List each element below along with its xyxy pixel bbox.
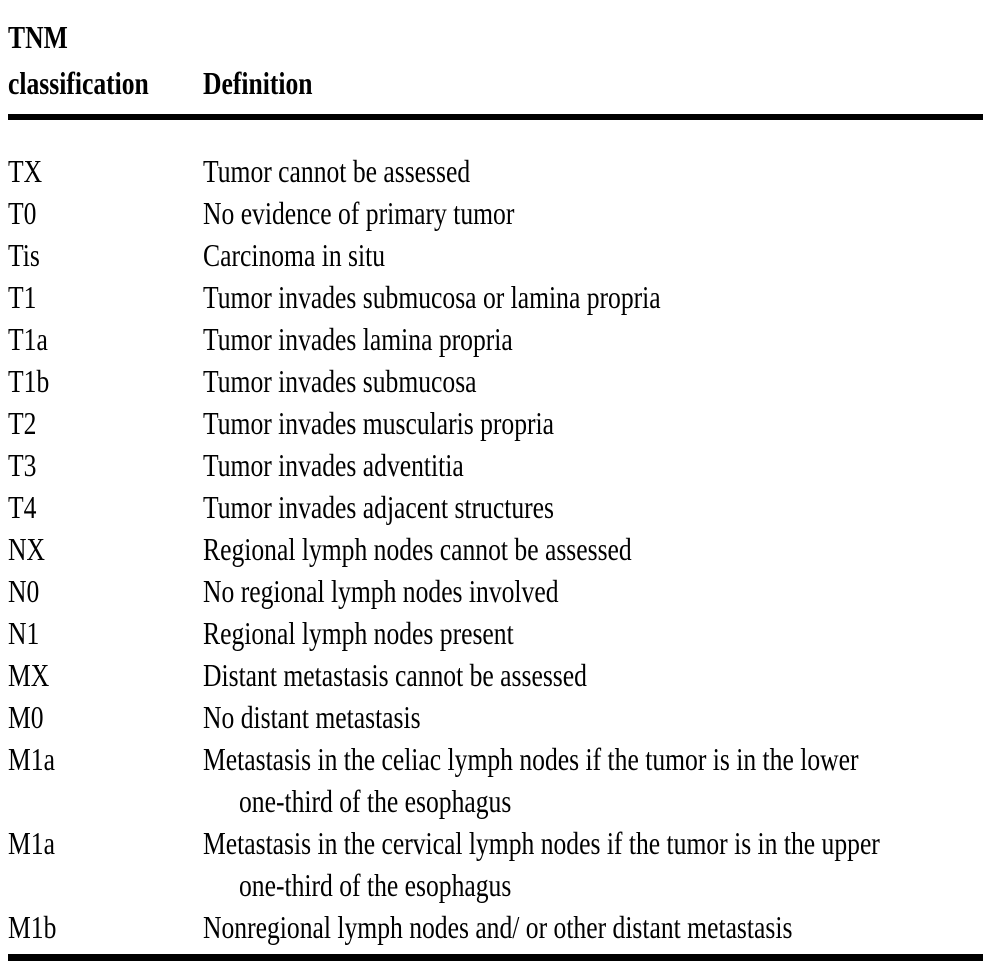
definition-text: Carcinoma in situ xyxy=(203,237,386,273)
tnm-code: T1a xyxy=(8,321,48,357)
tnm-code-cell: N1 xyxy=(8,612,203,654)
definition-cell: Metastasis in the cervical lymph nodes i… xyxy=(203,822,987,906)
definition-text: Metastasis in the cervical lymph nodes i… xyxy=(203,825,880,861)
column-header-line: classification xyxy=(8,65,149,101)
tnm-code-cell: M1b xyxy=(8,906,203,948)
tnm-code: Tis xyxy=(8,237,40,273)
table-row: Tis Carcinoma in situ xyxy=(8,234,983,276)
tnm-code-cell: TX xyxy=(8,150,203,192)
tnm-code: T4 xyxy=(8,489,37,525)
table-row: M1a Metastasis in the celiac lymph nodes… xyxy=(8,738,983,822)
table-row: T1 Tumor invades submucosa or lamina pro… xyxy=(8,276,983,318)
tnm-code: M0 xyxy=(8,699,44,735)
definition-cell: No regional lymph nodes involved xyxy=(203,570,983,612)
definition-text-continuation: one-third of the esophagus xyxy=(239,783,512,819)
definition-cell: Distant metastasis cannot be assessed xyxy=(203,654,983,696)
definition-cell: Regional lymph nodes present xyxy=(203,612,983,654)
definition-cell: No evidence of primary tumor xyxy=(203,192,983,234)
definition-text: Metastasis in the celiac lymph nodes if … xyxy=(203,741,859,777)
tnm-code: N0 xyxy=(8,573,40,609)
tnm-code-cell: T3 xyxy=(8,444,203,486)
definition-cell: Tumor invades submucosa xyxy=(203,360,983,402)
table-bottom-rule xyxy=(8,954,983,961)
tnm-code: T0 xyxy=(8,195,37,231)
tnm-code: TX xyxy=(8,153,43,189)
definition-cell: Tumor invades muscularis propria xyxy=(203,402,983,444)
tnm-code-cell: T1b xyxy=(8,360,203,402)
definition-cell: Tumor invades lamina propria xyxy=(203,318,983,360)
tnm-code: T2 xyxy=(8,405,37,441)
table-row: T3 Tumor invades adventitia xyxy=(8,444,983,486)
table-header-row: TNM classification Definition xyxy=(8,14,983,120)
definition-cell: No distant metastasis xyxy=(203,696,983,738)
table-row: M1a Metastasis in the cervical lymph nod… xyxy=(8,822,983,906)
tnm-code: NX xyxy=(8,531,45,567)
tnm-code: M1a xyxy=(8,741,55,777)
table-row: NX Regional lymph nodes cannot be assess… xyxy=(8,528,983,570)
tnm-code-cell: M1a xyxy=(8,738,203,822)
definition-text: Tumor invades muscularis propria xyxy=(203,405,555,441)
definition-text: No distant metastasis xyxy=(203,699,421,735)
definition-text: Tumor cannot be assessed xyxy=(203,153,471,189)
tnm-code: MX xyxy=(8,657,50,693)
tnm-code: N1 xyxy=(8,615,40,651)
tnm-code-cell: T4 xyxy=(8,486,203,528)
tnm-code-cell: Tis xyxy=(8,234,203,276)
definition-text: Tumor invades submucosa or lamina propri… xyxy=(203,279,661,315)
definition-text: Regional lymph nodes cannot be assessed xyxy=(203,531,632,567)
definition-cell: Nonregional lymph nodes and/ or other di… xyxy=(203,906,983,948)
definition-text: Regional lymph nodes present xyxy=(203,615,514,651)
definition-cell: Metastasis in the celiac lymph nodes if … xyxy=(203,738,987,822)
tnm-code-cell: M1a xyxy=(8,822,203,906)
table-row: M1b Nonregional lymph nodes and/ or othe… xyxy=(8,906,983,948)
table-row: T1a Tumor invades lamina propria xyxy=(8,318,983,360)
table-body: TX Tumor cannot be assessed T0 No eviden… xyxy=(8,120,983,948)
tnm-code: T1 xyxy=(8,279,37,315)
definition-text: Distant metastasis cannot be assessed xyxy=(203,657,587,693)
tnm-code-cell: NX xyxy=(8,528,203,570)
definition-text-continuation: one-third of the esophagus xyxy=(239,867,512,903)
table-row: M0 No distant metastasis xyxy=(8,696,983,738)
definition-text: Tumor invades adventitia xyxy=(203,447,464,483)
table-row: T4 Tumor invades adjacent structures xyxy=(8,486,983,528)
definition-cell: Regional lymph nodes cannot be assessed xyxy=(203,528,983,570)
table-row: T2 Tumor invades muscularis propria xyxy=(8,402,983,444)
definition-text: Tumor invades lamina propria xyxy=(203,321,513,357)
tnm-code: T1b xyxy=(8,363,50,399)
table-row: T0 No evidence of primary tumor xyxy=(8,192,983,234)
definition-cell: Tumor cannot be assessed xyxy=(203,150,983,192)
tnm-code-cell: T0 xyxy=(8,192,203,234)
column-header-tnm-classification: TNM classification xyxy=(8,14,203,106)
definition-text: No evidence of primary tumor xyxy=(203,195,515,231)
tnm-code-cell: T2 xyxy=(8,402,203,444)
tnm-code-cell: N0 xyxy=(8,570,203,612)
tnm-code: T3 xyxy=(8,447,37,483)
tnm-code-cell: M0 xyxy=(8,696,203,738)
definition-text: Tumor invades submucosa xyxy=(203,363,477,399)
column-header-line: TNM xyxy=(8,19,68,55)
column-header-line: Definition xyxy=(203,65,313,101)
definition-cell: Tumor invades adjacent structures xyxy=(203,486,983,528)
tnm-code: M1a xyxy=(8,825,55,861)
table-row: TX Tumor cannot be assessed xyxy=(8,150,983,192)
table-row: N0 No regional lymph nodes involved xyxy=(8,570,983,612)
definition-text: No regional lymph nodes involved xyxy=(203,573,559,609)
column-header-definition: Definition xyxy=(203,60,983,106)
definition-cell: Tumor invades adventitia xyxy=(203,444,983,486)
tnm-code: M1b xyxy=(8,909,57,945)
table-row: MX Distant metastasis cannot be assessed xyxy=(8,654,983,696)
table-row: N1 Regional lymph nodes present xyxy=(8,612,983,654)
definition-cell: Tumor invades submucosa or lamina propri… xyxy=(203,276,983,318)
tnm-code-cell: T1a xyxy=(8,318,203,360)
table-row: T1b Tumor invades submucosa xyxy=(8,360,983,402)
tnm-classification-table: TNM classification Definition TX Tumor c… xyxy=(8,0,983,961)
definition-text: Nonregional lymph nodes and/ or other di… xyxy=(203,909,793,945)
definition-cell: Carcinoma in situ xyxy=(203,234,983,276)
tnm-code-cell: T1 xyxy=(8,276,203,318)
tnm-code-cell: MX xyxy=(8,654,203,696)
definition-text: Tumor invades adjacent structures xyxy=(203,489,554,525)
